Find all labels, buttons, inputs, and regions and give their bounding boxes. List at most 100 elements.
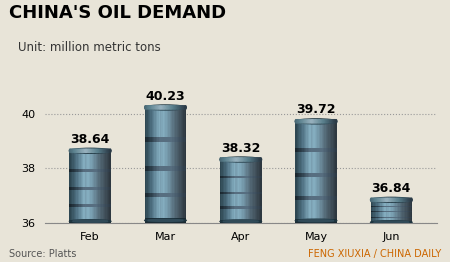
Bar: [225, 160, 227, 223]
Bar: [71, 170, 72, 172]
Ellipse shape: [323, 120, 324, 123]
Bar: [75, 204, 76, 207]
Bar: [257, 176, 259, 178]
Bar: [305, 148, 306, 152]
Bar: [384, 200, 386, 223]
Ellipse shape: [170, 106, 171, 109]
Bar: [81, 170, 82, 172]
Bar: [171, 107, 172, 223]
Bar: [401, 211, 402, 212]
Bar: [179, 107, 181, 223]
Bar: [224, 206, 226, 209]
Bar: [233, 192, 234, 194]
Bar: [239, 176, 241, 178]
Bar: [260, 176, 261, 178]
Bar: [315, 173, 316, 177]
Bar: [312, 148, 314, 152]
Ellipse shape: [410, 198, 412, 201]
Ellipse shape: [379, 198, 380, 201]
Bar: [398, 211, 400, 212]
Bar: [178, 107, 180, 223]
Bar: [406, 206, 408, 207]
Bar: [301, 173, 302, 177]
Bar: [146, 193, 148, 197]
Bar: [333, 121, 334, 223]
Ellipse shape: [382, 198, 383, 201]
Bar: [157, 193, 159, 197]
Ellipse shape: [93, 149, 94, 152]
Text: Source: Platts: Source: Platts: [9, 249, 77, 259]
Bar: [243, 176, 245, 178]
Bar: [335, 196, 337, 200]
Bar: [108, 170, 110, 172]
Bar: [301, 148, 302, 152]
Bar: [234, 160, 235, 223]
Bar: [145, 193, 146, 197]
Bar: [300, 121, 301, 223]
Ellipse shape: [231, 158, 233, 161]
Bar: [99, 170, 100, 172]
Ellipse shape: [402, 198, 404, 201]
Bar: [380, 211, 382, 212]
Bar: [372, 206, 374, 207]
Ellipse shape: [313, 120, 315, 123]
Bar: [253, 192, 255, 194]
Ellipse shape: [178, 106, 180, 109]
Ellipse shape: [315, 120, 316, 123]
Bar: [394, 211, 396, 212]
Text: 38.64: 38.64: [71, 133, 110, 146]
Bar: [75, 170, 76, 172]
Bar: [239, 206, 241, 209]
Bar: [225, 192, 227, 194]
Bar: [404, 206, 405, 207]
Bar: [295, 219, 337, 223]
Bar: [96, 151, 97, 223]
Bar: [101, 187, 103, 190]
Bar: [93, 170, 94, 172]
Bar: [171, 137, 172, 142]
Bar: [324, 148, 326, 152]
Bar: [392, 200, 393, 223]
Bar: [409, 206, 411, 207]
Ellipse shape: [394, 198, 396, 201]
Bar: [103, 187, 104, 190]
Bar: [375, 206, 376, 207]
Ellipse shape: [107, 149, 108, 152]
Bar: [104, 151, 105, 223]
Bar: [259, 206, 260, 209]
Bar: [330, 196, 331, 200]
Bar: [149, 107, 150, 223]
Bar: [235, 206, 237, 209]
Bar: [224, 160, 226, 223]
Bar: [176, 107, 178, 223]
Bar: [227, 192, 229, 194]
Ellipse shape: [161, 106, 163, 109]
Bar: [174, 107, 175, 223]
Bar: [231, 192, 233, 194]
Bar: [394, 200, 396, 223]
Bar: [220, 160, 221, 223]
Bar: [327, 121, 328, 223]
Ellipse shape: [302, 120, 304, 123]
Bar: [313, 173, 315, 177]
Bar: [96, 187, 97, 190]
Bar: [82, 187, 83, 190]
Bar: [253, 160, 255, 223]
Bar: [82, 170, 83, 172]
Bar: [302, 148, 304, 152]
Ellipse shape: [148, 106, 149, 109]
Bar: [256, 160, 257, 223]
Ellipse shape: [69, 148, 111, 153]
Ellipse shape: [295, 120, 297, 123]
Bar: [326, 173, 327, 177]
Ellipse shape: [391, 198, 393, 201]
Bar: [392, 217, 393, 218]
Bar: [182, 107, 184, 223]
Bar: [379, 206, 380, 207]
Bar: [319, 121, 320, 223]
Bar: [79, 151, 81, 223]
Ellipse shape: [331, 120, 333, 123]
Bar: [176, 193, 178, 197]
Bar: [160, 166, 162, 171]
Bar: [404, 200, 405, 223]
